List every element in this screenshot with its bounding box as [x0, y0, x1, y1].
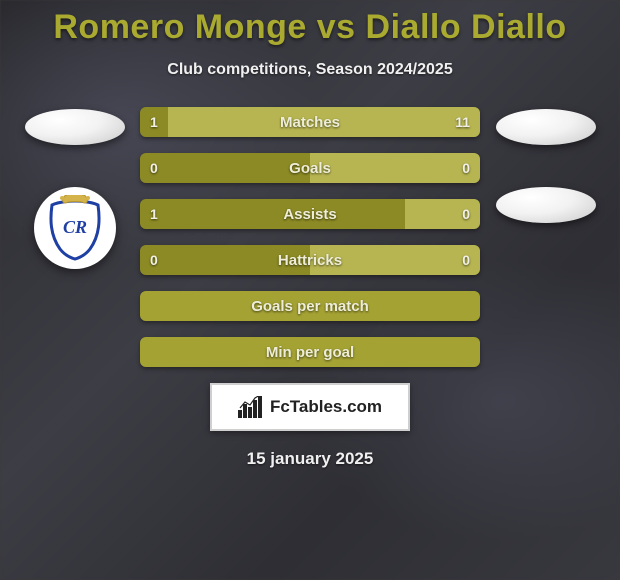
stat-row: Assists10 [140, 199, 480, 229]
stat-row: Matches111 [140, 107, 480, 137]
bar-segment-right [310, 153, 480, 183]
date-label: 15 january 2025 [0, 449, 620, 469]
player-right-col [498, 107, 593, 223]
page-subtitle: Club competitions, Season 2024/2025 [0, 61, 620, 79]
bar-segment-left [140, 199, 405, 229]
brand-text: FcTables.com [270, 397, 382, 417]
player-left-photo [25, 109, 125, 145]
player-left-crest: CR [34, 187, 116, 269]
page-title: Romero Monge vs Diallo Diallo [0, 0, 620, 47]
bar-segment-right [168, 107, 480, 137]
bar-segment-right [405, 199, 480, 229]
player-left-col: CR [27, 107, 122, 269]
player-right-photo [496, 109, 596, 145]
stat-row: Goals per match [140, 291, 480, 321]
stat-row: Min per goal [140, 337, 480, 367]
svg-text:CR: CR [62, 217, 86, 237]
bar-segment-left [140, 153, 310, 183]
brand-badge: FcTables.com [210, 383, 410, 431]
player-right-crest [496, 187, 596, 223]
bars-icon [238, 396, 264, 418]
stat-bars: Matches111 Goals00 Assists10 Hattricks00 Goa… [140, 107, 480, 367]
stat-row: Goals00 [140, 153, 480, 183]
bar-segment-left [140, 107, 168, 137]
shield-icon: CR [46, 195, 104, 261]
bar-segment-right [310, 245, 480, 275]
bar-segment-full [140, 291, 480, 321]
bar-segment-full [140, 337, 480, 367]
bar-segment-left [140, 245, 310, 275]
stat-row: Hattricks00 [140, 245, 480, 275]
comparison-arena: CR Matches111 Goals00 Assists10 Hattricks00… [0, 107, 620, 367]
